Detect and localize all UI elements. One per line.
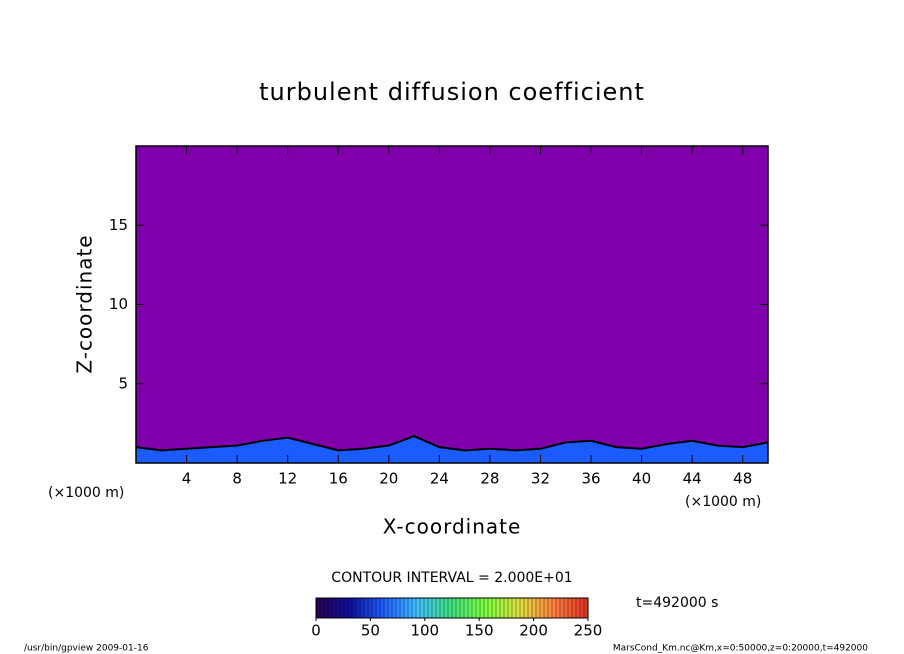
contour-interval: CONTOUR INTERVAL = 2.000E+01 [331, 570, 572, 586]
chart-title: turbulent diffusion coefficient [259, 78, 645, 106]
colorbar-tick-label: 250 [574, 622, 603, 640]
y-axis-label: Z-coordinate [73, 234, 97, 373]
x-tick-label: 32 [531, 470, 550, 488]
x-tick-label: 44 [683, 470, 702, 488]
x-tick-label: 8 [232, 470, 242, 488]
y-tick-label: 10 [109, 295, 128, 313]
x-axis-label: X-coordinate [383, 515, 522, 539]
x-tick-label: 12 [278, 470, 297, 488]
time-label: t=492000 s [636, 595, 718, 611]
x-tick-label: 36 [581, 470, 600, 488]
contour-line [135, 434, 769, 452]
x-tick-label: 28 [480, 470, 499, 488]
x-tick-label: 48 [733, 470, 752, 488]
y-tick-label: 5 [118, 374, 128, 392]
x-tick-label: 40 [632, 470, 651, 488]
footer-left: /usr/bin/gpview 2009-01-16 [24, 644, 149, 654]
colorbar-tick-label: 50 [361, 622, 380, 640]
colorbar-tick-label: 0 [311, 622, 321, 640]
colorbar-tick-label: 200 [519, 622, 548, 640]
plot-background [136, 146, 768, 463]
colorbar-tick-label: 150 [465, 622, 494, 640]
y-tick-label: 15 [109, 216, 128, 234]
x-tick-label: 24 [430, 470, 449, 488]
x-tick-label: 4 [182, 470, 192, 488]
footer-right: MarsCond_Km.nc@Km,x=0:50000,z=0:20000,t=… [613, 644, 868, 654]
x-tick-label: 16 [329, 470, 348, 488]
colorbar-tick-label: 100 [410, 622, 439, 640]
x-unit: (×1000 m) [685, 494, 761, 510]
y-unit: (×1000 m) [48, 485, 124, 501]
x-tick-label: 20 [379, 470, 398, 488]
